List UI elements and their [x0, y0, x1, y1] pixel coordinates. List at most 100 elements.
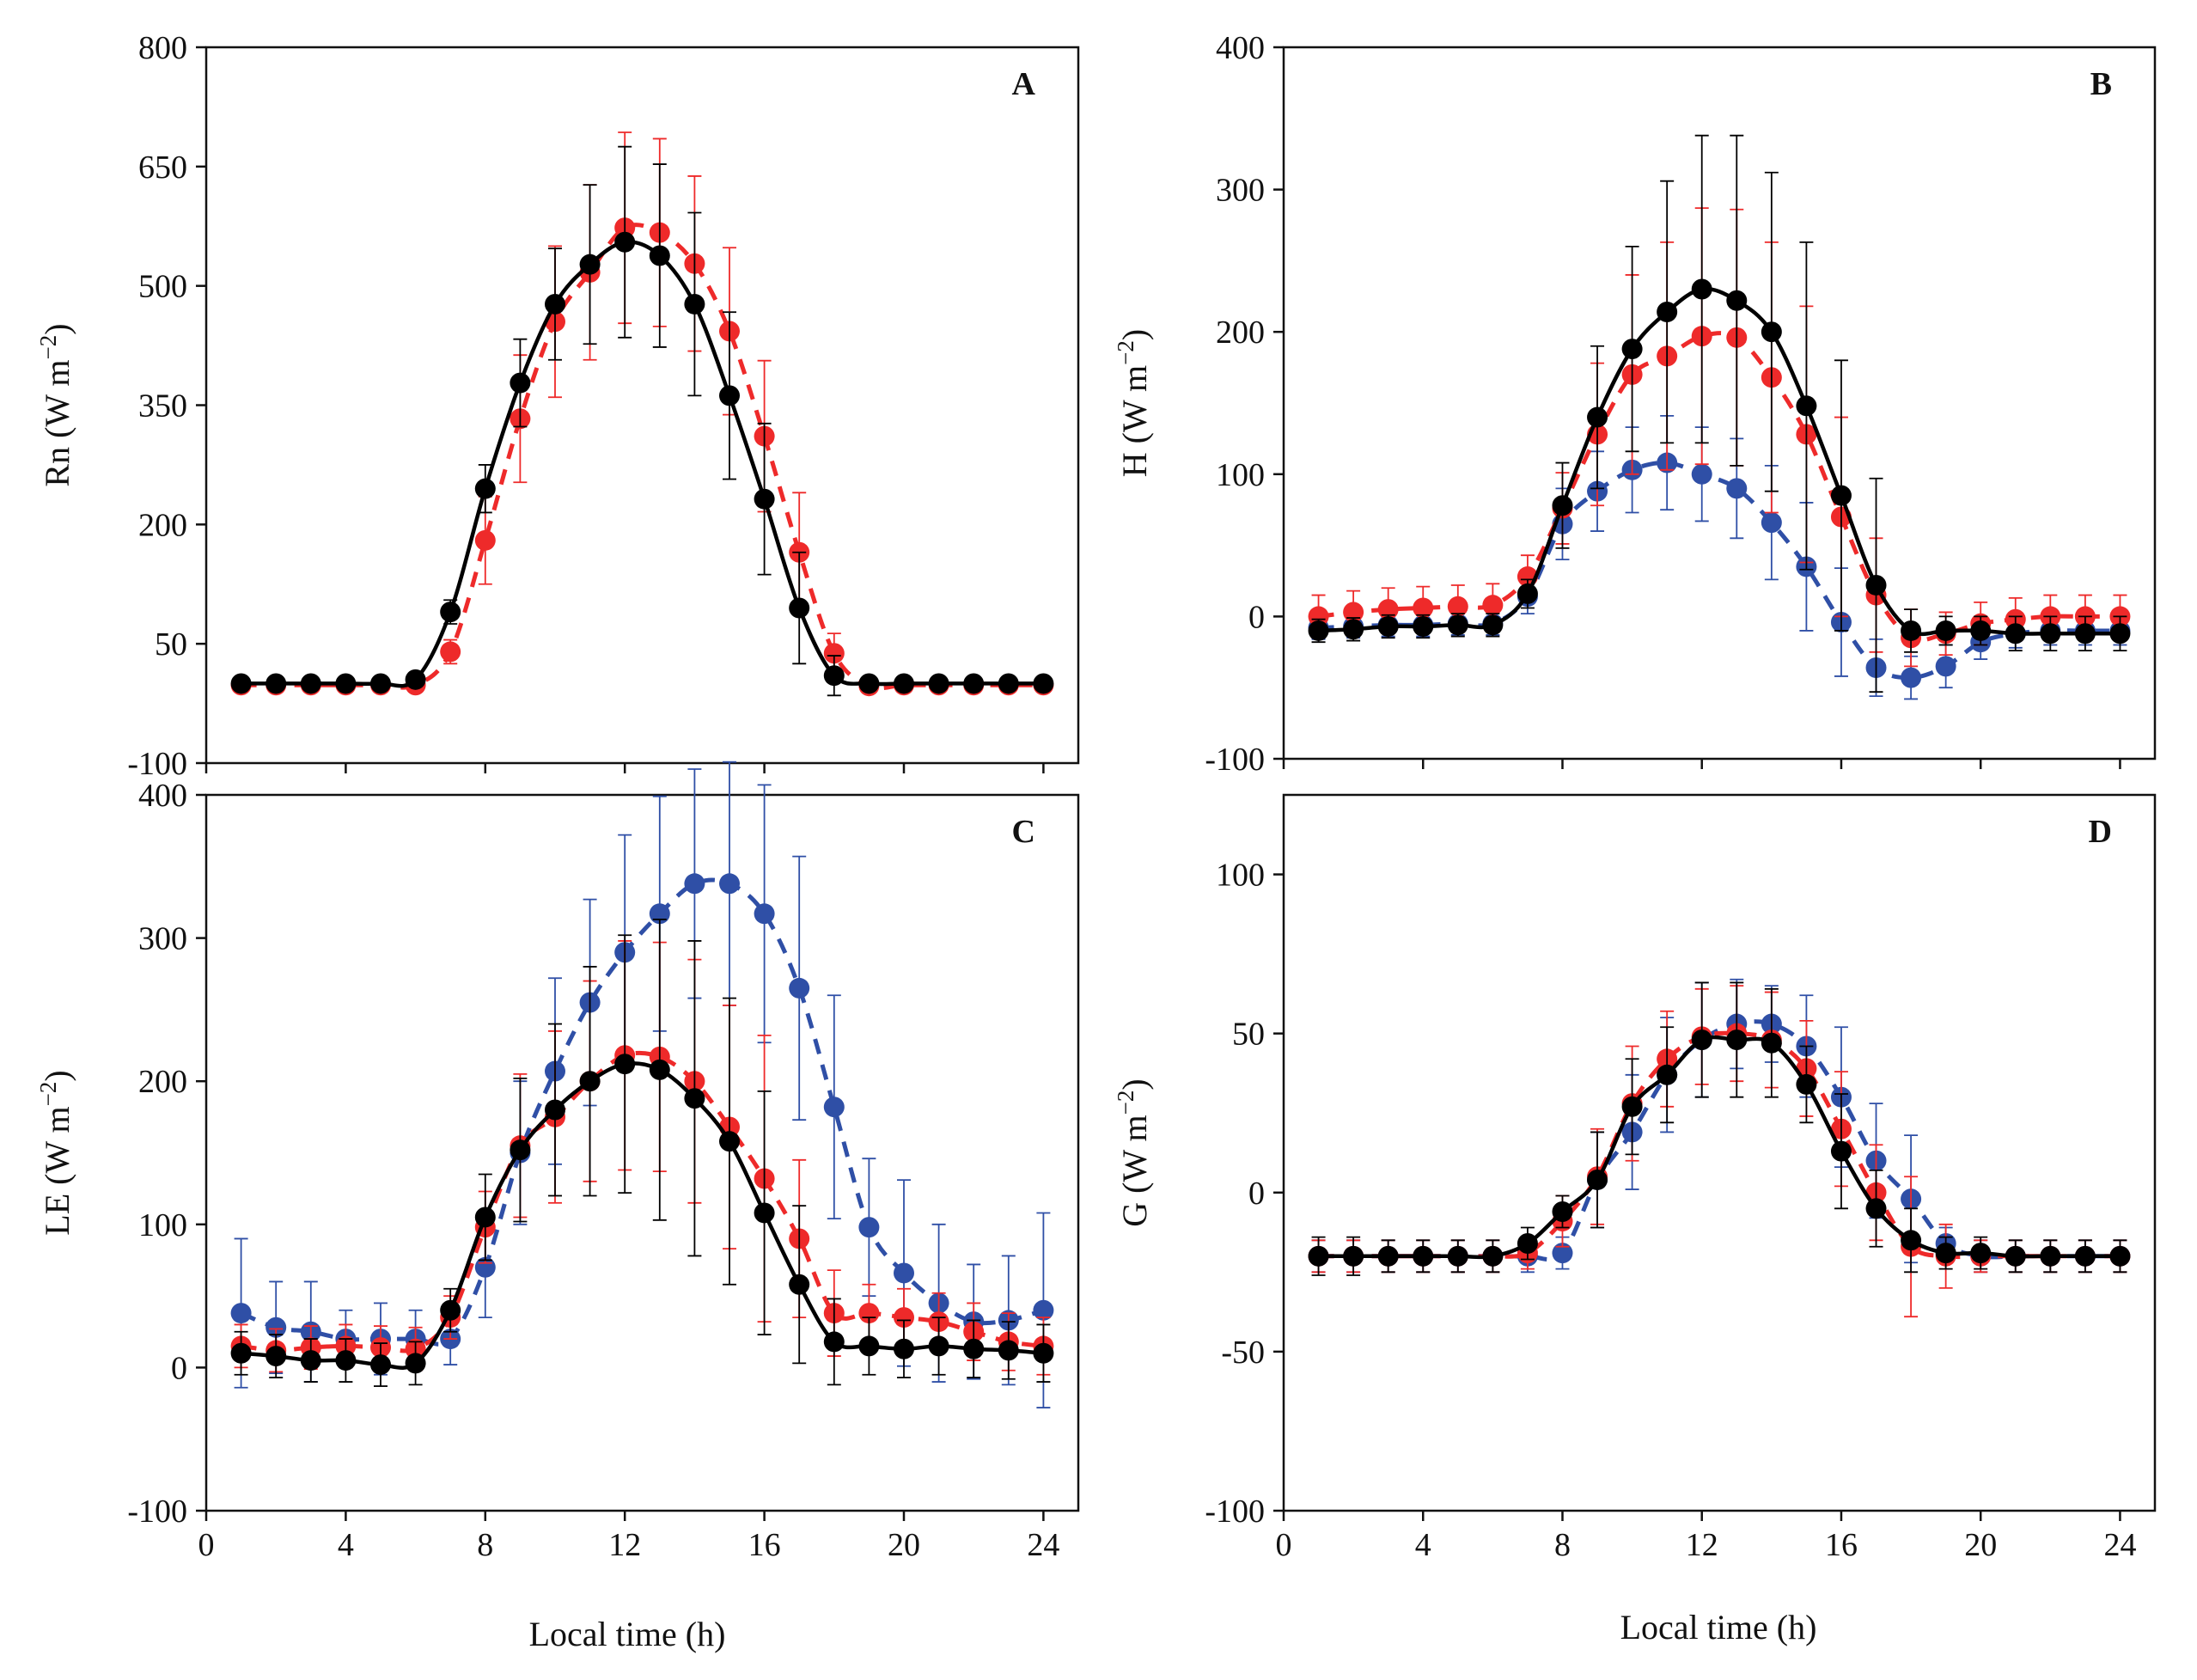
series-line [1318, 331, 2121, 643]
x-tick-label: 24 [1027, 1527, 1059, 1563]
series-red [1308, 207, 2131, 668]
panel-letter: A [1012, 66, 1036, 102]
y-axis-label: LE (W m−2) [35, 1070, 76, 1235]
data-point [1935, 620, 1956, 641]
data-point [545, 1099, 565, 1121]
y-axis-label-close: ) [38, 1070, 76, 1081]
data-point [789, 977, 810, 999]
series-blue [230, 761, 1054, 1408]
data-point [963, 1338, 985, 1359]
y-tick-label: 50 [1232, 1017, 1265, 1053]
data-point [579, 254, 601, 275]
data-point [300, 673, 321, 694]
y-axis-label: G (W m−2) [1113, 1078, 1154, 1226]
data-point [1413, 597, 1434, 619]
x-tick-label: 4 [338, 1527, 354, 1563]
x-axis-label-left: Local time (h) [529, 1615, 726, 1653]
y-tick-label: 350 [138, 388, 187, 425]
data-point [510, 372, 531, 394]
y-axis-label-main: G (W m [1115, 1115, 1154, 1226]
data-point [2040, 1245, 2061, 1267]
x-axis-label-right: Local time (h) [1620, 1608, 1817, 1646]
data-point [1970, 620, 1992, 641]
data-point [823, 665, 845, 687]
data-point [1726, 1029, 1748, 1051]
data-point [719, 385, 740, 406]
data-point [858, 1335, 880, 1357]
y-tick-label: -50 [1221, 1335, 1265, 1371]
series-line [1318, 1035, 2121, 1260]
data-point [1377, 615, 1399, 637]
x-tick-label: 4 [1415, 1527, 1431, 1563]
y-axis-label-exponent: −2 [35, 1082, 61, 1107]
data-point [230, 1303, 252, 1324]
y-axis-label-close: ) [1115, 329, 1154, 340]
data-point [1308, 606, 1329, 627]
data-point [719, 873, 740, 895]
data-point [754, 488, 775, 510]
data-point [1865, 574, 1887, 596]
y-tick-label: 200 [138, 507, 187, 543]
data-point [474, 1207, 496, 1228]
data-point [1482, 1245, 1504, 1267]
data-point [1482, 595, 1504, 616]
data-point [684, 293, 705, 315]
data-point [1413, 615, 1434, 637]
data-point [474, 478, 496, 499]
data-point [894, 1262, 914, 1284]
y-tick-label: 650 [138, 150, 187, 186]
data-point [823, 1097, 845, 1118]
data-point [1761, 1032, 1782, 1054]
y-axis-label-close: ) [38, 323, 76, 334]
data-point [1552, 495, 1573, 516]
data-point [265, 1317, 287, 1338]
series-line [1318, 1030, 2121, 1260]
data-point [1517, 1233, 1538, 1255]
y-axis-label-exponent: −2 [35, 335, 61, 360]
data-point [1830, 485, 1852, 506]
data-point [510, 1139, 531, 1161]
series-line [1318, 460, 2121, 681]
y-axis-label-main: LE (W m [38, 1106, 76, 1235]
data-point [1517, 583, 1538, 604]
series-line [241, 240, 1044, 688]
data-point [1621, 339, 1643, 360]
series-red [230, 940, 1054, 1376]
y-axis-label-main: Rn (W m [38, 359, 76, 486]
data-point [649, 245, 670, 266]
series-line [241, 223, 1044, 691]
data-point [719, 1131, 740, 1152]
panel-C: -100 0 100 200 300 400 0 4 8 12 16 20 24 C LE (W m−2) [35, 761, 1080, 1563]
y-axis-label-close: ) [1115, 1078, 1154, 1090]
panel-letter: C [1012, 814, 1035, 850]
data-point [1970, 1243, 1992, 1264]
y-tick-label: 300 [1216, 173, 1265, 209]
data-point [1901, 620, 1922, 641]
data-point [1726, 478, 1748, 499]
y-tick-label: 50 [155, 626, 187, 663]
series-line [241, 1061, 1044, 1370]
panel-D: -100 -50 0 50 100 0 4 8 12 16 20 24 D G (W m−2) [1113, 793, 2157, 1563]
data-point [2005, 623, 2026, 645]
data-point [684, 873, 705, 895]
data-point [998, 1340, 1019, 1361]
data-point [1033, 673, 1054, 694]
data-point [335, 1350, 357, 1371]
y-tick-label: 0 [171, 1350, 187, 1386]
x-tick-label: 20 [888, 1527, 920, 1563]
data-point [858, 1217, 880, 1238]
series-black [1308, 981, 2131, 1276]
data-point [265, 1346, 287, 1367]
data-point [1657, 1064, 1678, 1085]
data-point [1308, 620, 1329, 641]
data-point [754, 903, 775, 925]
data-point [1796, 1073, 1817, 1095]
series-line [241, 1050, 1044, 1353]
y-axis-label-exponent: −2 [1113, 1090, 1138, 1115]
data-point [2109, 1245, 2131, 1267]
y-tick-label: -100 [1205, 1494, 1265, 1530]
series-red [1308, 985, 2131, 1318]
y-tick-label: 100 [138, 1207, 187, 1243]
panel-B: -100 0 100 200 300 400 B H (W m−2) [1113, 30, 2157, 778]
data-point [1830, 1140, 1852, 1162]
